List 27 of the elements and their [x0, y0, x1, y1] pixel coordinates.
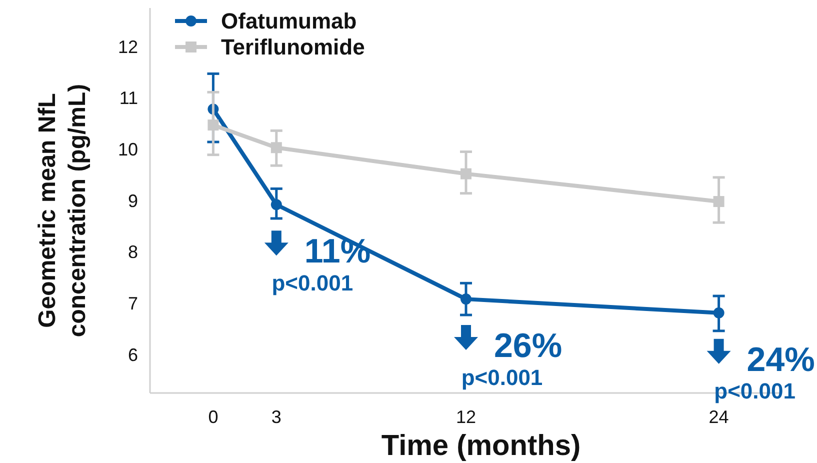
y-tick-label: 11 [119, 88, 138, 108]
y-tick-label: 7 [128, 293, 138, 314]
x-tick-label: 3 [271, 407, 282, 427]
legend-label: Ofatumumab [221, 8, 357, 34]
annotation: 24% [746, 340, 815, 379]
annotation: p<0.001 [714, 378, 796, 404]
y-axis-title: Geometric mean NfL concentration (pg/mL) [34, 84, 91, 338]
y-tick-label: 6 [128, 344, 138, 365]
y-tick-label: 9 [128, 190, 138, 211]
y-tick-label: 12 [118, 36, 138, 57]
point [270, 199, 282, 210]
point [713, 196, 724, 208]
legend-label: Teriflunomide [221, 34, 365, 60]
annotation: p<0.001 [461, 364, 543, 390]
point [460, 168, 472, 180]
y-tick-label: 10 [118, 139, 138, 160]
annotation: p<0.001 [272, 270, 354, 296]
x-tick-label: 24 [708, 407, 729, 427]
point [713, 307, 724, 318]
point [270, 142, 282, 154]
x-tick-label: 12 [456, 407, 476, 427]
annotation: 26% [494, 326, 562, 365]
x-tick-label: 0 [208, 407, 218, 427]
x-axis-title: Time (months) [381, 430, 581, 462]
point [460, 294, 472, 305]
point [208, 120, 219, 131]
y-tick-label: 8 [128, 242, 138, 262]
